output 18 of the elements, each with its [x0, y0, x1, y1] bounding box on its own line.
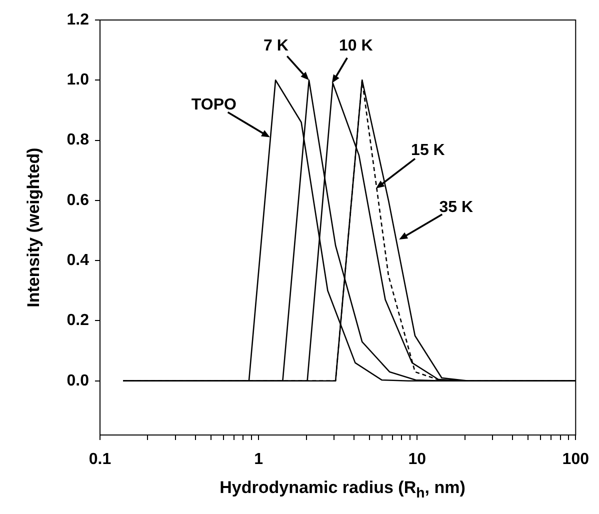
y-tick-label: 1.0 — [66, 72, 90, 89]
x-tick-label: 100 — [562, 451, 590, 468]
x-tick-label: 0.1 — [88, 451, 112, 468]
x-tick-label: 10 — [408, 451, 426, 468]
y-axis-title: Intensity (weighted) — [24, 148, 43, 308]
annotation: 35 K — [439, 198, 474, 216]
y-tick-label: 0.4 — [66, 252, 90, 269]
annotation: TOPO — [191, 96, 236, 114]
y-tick-label: 0.0 — [66, 372, 90, 390]
y-tick-label: 0.8 — [66, 132, 90, 149]
x-axis-title: Hydrodynamic radius (R$_{h}$, nm) — [218, 478, 466, 502]
annotation: 7 K — [264, 38, 289, 55]
y-tick-label: 0.6 — [66, 192, 90, 209]
y-tick-label: 0.2 — [66, 312, 90, 330]
annotation: 10 K — [338, 38, 374, 55]
x-tick-label: 1 — [254, 451, 264, 468]
y-tick-label: 1.2 — [66, 11, 90, 28]
annotation: 15 K — [411, 142, 446, 159]
